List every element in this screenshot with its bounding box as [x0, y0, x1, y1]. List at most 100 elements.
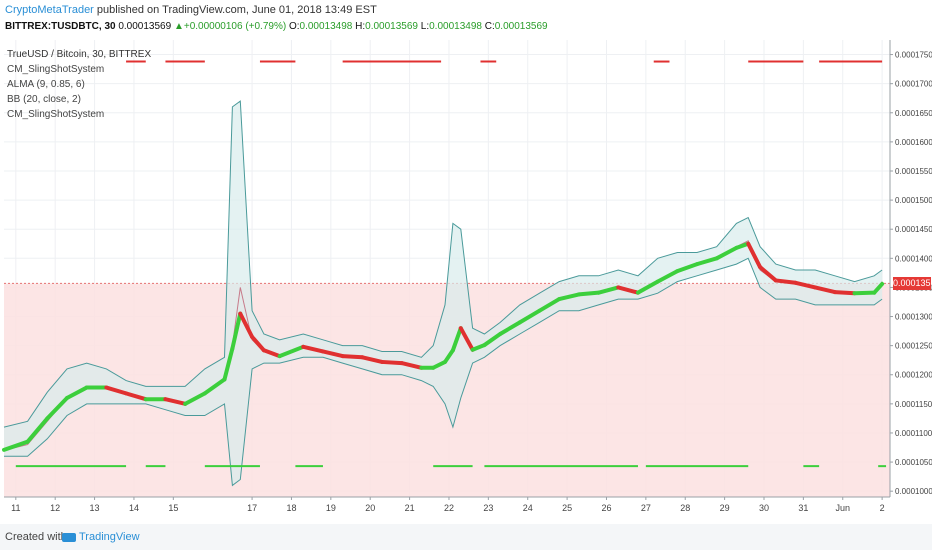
x-tick-label: 2 — [880, 503, 885, 513]
x-tick-label: 25 — [562, 503, 572, 513]
alma-segment — [277, 344, 306, 359]
alma-segment — [45, 396, 70, 421]
alma-segment — [758, 265, 778, 283]
x-tick-label: 11 — [11, 503, 20, 513]
alma-segment — [261, 348, 282, 359]
change-value: ▲+0.00000106 (+0.79%) — [173, 21, 287, 32]
alma-segment — [458, 326, 475, 352]
low-label: L: — [420, 21, 430, 32]
alma-segment — [163, 397, 188, 406]
alma-segment — [498, 320, 522, 336]
alma-segment — [380, 359, 404, 366]
alma-segment — [655, 269, 680, 284]
x-tick-label: 13 — [90, 503, 100, 513]
x-tick-label: Jun — [835, 503, 850, 513]
last-price: 0.00013569 — [118, 21, 172, 32]
legend-item[interactable]: CM_SlingShotSystem — [7, 109, 105, 120]
chart-legend: TrueUSD / Bitcoin, 30, BITTREX CM_SlingS… — [7, 47, 151, 122]
alma-segment — [872, 281, 885, 295]
alma-segment — [340, 354, 365, 360]
alma-segment — [470, 343, 487, 352]
y-tick-label: 0.00010000 — [895, 487, 932, 496]
x-tick-label: 14 — [129, 503, 139, 513]
close-label: C: — [484, 21, 495, 32]
x-tick-label: 12 — [50, 503, 60, 513]
alma-segment — [793, 280, 818, 290]
x-tick-label: 17 — [247, 503, 257, 513]
x-tick-label: 24 — [523, 503, 533, 513]
alma-segment — [399, 361, 424, 370]
tradingview-logo[interactable]: TradingView — [62, 531, 140, 543]
published-text: published on TradingView.com, June 01, 2… — [96, 4, 377, 16]
legend-title: TrueUSD / Bitcoin, 30, BITTREX — [7, 49, 152, 60]
alma-segment — [596, 285, 621, 295]
alma-segment — [746, 241, 763, 270]
footer: Created with TradingView — [0, 524, 932, 550]
alma-segment — [482, 331, 503, 348]
x-tick-label: 20 — [365, 503, 375, 513]
x-tick-label: 18 — [286, 503, 296, 513]
open-value: 0.00013498 — [299, 21, 353, 32]
alma-segment — [301, 344, 325, 354]
open-label: O: — [288, 21, 300, 32]
legend-item[interactable]: CM_SlingShotSystem — [7, 64, 105, 75]
alma-segment — [734, 241, 751, 250]
alma-segment — [250, 334, 266, 353]
alma-segment — [202, 377, 227, 396]
alma-segment — [773, 278, 798, 285]
alma-segment — [222, 346, 235, 382]
current-price-badge: 0.00013569 — [893, 277, 932, 291]
high-label: H: — [355, 21, 366, 32]
alma-segment — [695, 256, 719, 267]
alma-segment — [675, 262, 700, 274]
alma-segment — [2, 439, 30, 452]
alma-segment — [813, 285, 837, 295]
x-tick-label: 26 — [601, 503, 611, 513]
close-value: 0.00013569 — [494, 21, 548, 32]
alma-segment — [450, 326, 463, 353]
alma-segment — [124, 391, 148, 402]
x-tick-label: 29 — [720, 503, 730, 513]
alma-segment — [714, 245, 739, 261]
alma-segment — [832, 290, 857, 296]
alma-segment — [320, 349, 345, 359]
x-tick-label: 28 — [680, 503, 690, 513]
symbol-label[interactable]: BITTREX:TUSDBTC, 30 — [5, 21, 116, 32]
x-tick-label: 27 — [641, 503, 651, 513]
alma-segment — [616, 285, 640, 295]
tradingview-icon — [62, 532, 76, 542]
brand-label: TradingView — [79, 531, 140, 543]
alma-segment — [238, 311, 255, 339]
legend-item[interactable]: ALMA (9, 0.85, 6) — [7, 79, 85, 90]
alma-segment — [65, 385, 89, 401]
x-tick-label: 23 — [483, 503, 493, 513]
x-tick-label: 21 — [405, 503, 415, 513]
x-tick-label: 31 — [798, 503, 808, 513]
alma-segment — [852, 290, 877, 296]
bollinger-lower-line — [4, 257, 883, 487]
low-value: 0.00013498 — [429, 21, 482, 32]
x-tick-label: 22 — [444, 503, 454, 513]
alma-segment — [230, 311, 243, 351]
alma-segment — [635, 279, 660, 295]
alma-segment — [360, 355, 385, 364]
x-tick-label: 19 — [326, 503, 336, 513]
legend-item[interactable]: BB (20, close, 2) — [7, 94, 81, 105]
publish-header: CryptoMetaTrader published on TradingVie… — [5, 4, 377, 16]
x-tick-label: 15 — [168, 503, 178, 513]
author-link[interactable]: CryptoMetaTrader — [5, 4, 94, 16]
bollinger-upper-line — [3, 100, 883, 428]
